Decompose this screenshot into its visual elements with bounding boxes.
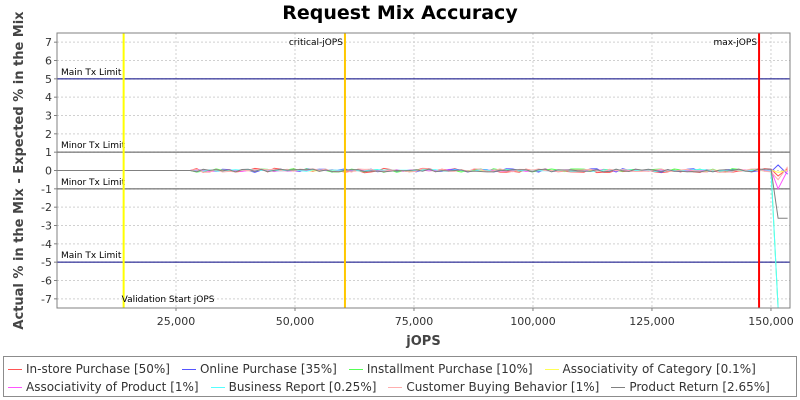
limit-line-label: Minor Tx Limit [61, 178, 126, 188]
legend-item: Product Return [2.65%] [611, 380, 770, 394]
x-tick-label: 25,000 [157, 315, 196, 328]
legend-item: Associativity of Category [0.1%] [544, 362, 756, 376]
marker-line-label: critical-jOPS [289, 38, 343, 48]
legend-label: Business Report [0.25%] [228, 380, 377, 394]
marker-line-label: Validation Start jOPS [122, 295, 215, 305]
y-tick-label: -5 [41, 256, 52, 269]
x-tick-label: 75,000 [395, 315, 434, 328]
legend-item: Installment Purchase [10%] [348, 362, 533, 376]
limit-line-label: Main Tx Limit [61, 68, 122, 78]
legend-label: In-store Purchase [50%] [26, 362, 170, 376]
legend-swatch [544, 368, 559, 370]
x-tick-label: 125,000 [629, 315, 675, 328]
legend-label: Installment Purchase [10%] [366, 362, 533, 376]
marker-line-label: max-jOPS [713, 38, 757, 48]
x-tick-label: 100,000 [510, 315, 556, 328]
y-tick-label: 3 [45, 110, 52, 123]
chart-canvas: Main Tx Limit Minor Tx Limit Minor Tx Limi… [12, 11, 794, 349]
limit-line-label: Minor Tx Limit [61, 141, 126, 151]
x-axis-label: jOPS [405, 334, 440, 349]
legend-swatch [8, 386, 22, 388]
chart-title: Request Mix Accuracy [282, 2, 518, 24]
y-tick-label: -6 [41, 275, 52, 288]
legend-swatch [8, 368, 22, 370]
x-tick-label: 150,000 [748, 315, 794, 328]
legend-item: Associativity of Product [1%] [8, 380, 199, 394]
legend-swatch [388, 386, 403, 388]
y-tick-label: 6 [45, 55, 52, 68]
legend-swatch [210, 386, 225, 388]
legend-label: Customer Buying Behavior [1%] [406, 380, 600, 394]
y-tick-label: -1 [41, 183, 52, 196]
legend-label: Associativity of Product [1%] [26, 380, 199, 394]
y-tick-label: 5 [45, 73, 52, 86]
y-tick-label: -3 [41, 220, 52, 233]
y-tick-label: 4 [45, 91, 52, 104]
y-tick-label: -4 [41, 238, 52, 251]
y-tick-label: 2 [45, 128, 52, 141]
series-line [57, 168, 788, 219]
legend-item: Business Report [0.25%] [210, 380, 377, 394]
legend-item: In-store Purchase [50%] [8, 362, 170, 376]
legend-label: Online Purchase [35%] [199, 362, 337, 376]
legend-swatch [348, 368, 363, 370]
legend-item: Customer Buying Behavior [1%] [388, 380, 599, 394]
legend-row: Associativity of Product [1%] Business Re… [8, 378, 782, 396]
legend-item: Online Purchase [35%] [181, 362, 337, 376]
legend-row: In-store Purchase [50%] Online Purchase [… [8, 360, 768, 378]
legend: In-store Purchase [50%] Online Purchase [… [3, 356, 797, 397]
y-tick-label: -2 [41, 201, 52, 214]
y-tick-label: 0 [45, 165, 52, 178]
x-tick-label: 50,000 [276, 315, 315, 328]
y-axis-label: Actual % in the Mix - Expected % in the … [12, 11, 27, 330]
y-tick-label: 7 [45, 36, 52, 49]
legend-swatch [611, 386, 626, 388]
series-line [57, 169, 788, 309]
y-tick-label: 1 [45, 146, 52, 159]
y-tick-label: -7 [41, 293, 52, 306]
legend-swatch [181, 368, 196, 370]
limit-line-label: Main Tx Limit [61, 251, 122, 261]
legend-label: Product Return [2.65%] [629, 380, 770, 394]
legend-label: Associativity of Category [0.1%] [562, 362, 756, 376]
